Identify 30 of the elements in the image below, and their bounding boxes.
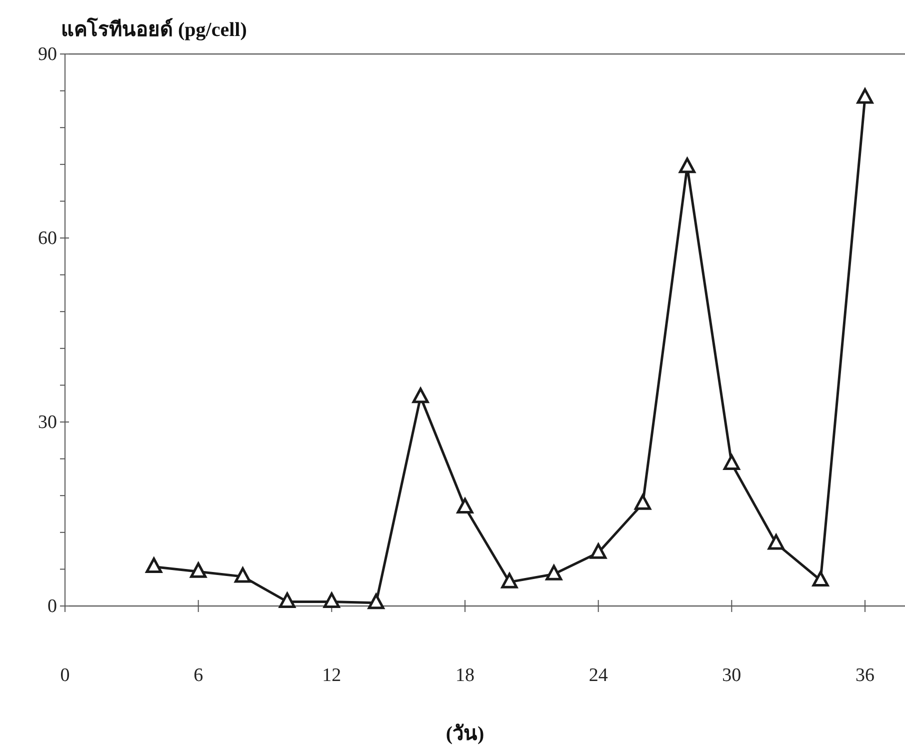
y-tick-label: 60 xyxy=(38,228,57,249)
point xyxy=(678,158,696,174)
point xyxy=(723,454,740,470)
y-axis-title: แคโรทีนอยด์ (pg/cell) xyxy=(61,17,247,41)
point xyxy=(323,592,340,608)
point xyxy=(190,562,207,578)
x-tick-label: 18 xyxy=(456,665,474,686)
y-tick-label: 90 xyxy=(38,44,57,65)
x-tick-label: 30 xyxy=(722,665,742,686)
point xyxy=(278,592,296,608)
x-tick-label: 0 xyxy=(60,665,70,686)
point xyxy=(412,388,429,404)
point xyxy=(234,567,252,583)
point xyxy=(546,564,562,580)
point xyxy=(501,572,518,588)
point xyxy=(634,494,652,510)
x-tick-label: 36 xyxy=(856,665,874,686)
x-tick-label: 24 xyxy=(588,665,608,686)
x-tick-label: 6 xyxy=(194,665,204,686)
x-axis-title: (วัน) xyxy=(446,723,484,745)
point xyxy=(812,570,829,586)
y-tick-label: 30 xyxy=(38,412,57,433)
x-tick-label: 12 xyxy=(322,665,342,686)
point xyxy=(146,557,162,573)
point xyxy=(590,543,607,559)
point xyxy=(456,498,474,514)
point xyxy=(768,534,784,550)
point xyxy=(368,594,384,610)
point xyxy=(856,88,874,104)
y-tick-label: 0 xyxy=(48,596,57,617)
